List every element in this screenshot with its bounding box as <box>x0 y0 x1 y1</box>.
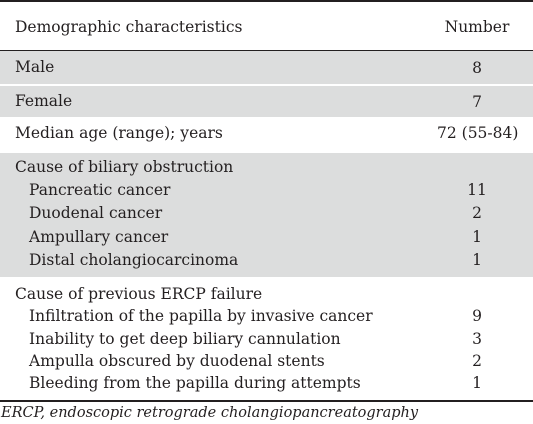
row-label: Male <box>15 58 55 76</box>
table-top-rule <box>0 0 533 2</box>
row-value: 1 <box>472 374 482 392</box>
row-label: Female <box>15 92 73 110</box>
row-label: Ampulla obscured by duodenal stents <box>29 352 325 370</box>
header-characteristic: Demographic characteristics <box>15 18 243 36</box>
table-header: Demographic characteristics Number <box>0 4 533 50</box>
row-label: Distal cholangiocarcinoma <box>29 251 239 269</box>
row-value: 7 <box>472 93 482 111</box>
row-value: 1 <box>472 251 482 269</box>
table-row: Male 8 <box>0 51 533 84</box>
row-value: 3 <box>472 330 482 348</box>
row-value: 2 <box>472 204 482 222</box>
row-value: 9 <box>472 307 482 325</box>
table-footnote: ERCP, endoscopic retrograde cholangiopan… <box>1 405 419 421</box>
table-row: Median age (range); years 72 (55-84) <box>0 119 533 151</box>
row-value: 1 <box>472 228 482 246</box>
biliary-section: Cause of biliary obstruction Pancreatic … <box>0 153 533 277</box>
row-value: 8 <box>472 59 482 77</box>
section-heading: Cause of biliary obstruction <box>15 158 234 176</box>
row-value: 72 (55-84) <box>437 124 519 142</box>
table-row: Female 7 <box>0 86 533 117</box>
section-heading: Cause of previous ERCP failure <box>15 285 263 303</box>
header-number: Number <box>444 18 510 36</box>
row-label: Median age (range); years <box>15 124 223 142</box>
row-label: Ampullary cancer <box>29 228 169 246</box>
row-label: Bleeding from the papilla during attempt… <box>29 374 361 392</box>
row-label: Inability to get deep biliary cannulatio… <box>29 330 341 348</box>
row-label: Pancreatic cancer <box>29 181 171 199</box>
table-bottom-rule <box>0 400 533 402</box>
row-label: Duodenal cancer <box>29 204 163 222</box>
row-value: 2 <box>472 352 482 370</box>
header-rule <box>0 50 533 51</box>
ercp-section: Cause of previous ERCP failure Infiltrat… <box>0 279 533 397</box>
row-label: Infiltration of the papilla by invasive … <box>29 307 373 325</box>
row-value: 11 <box>467 181 487 199</box>
